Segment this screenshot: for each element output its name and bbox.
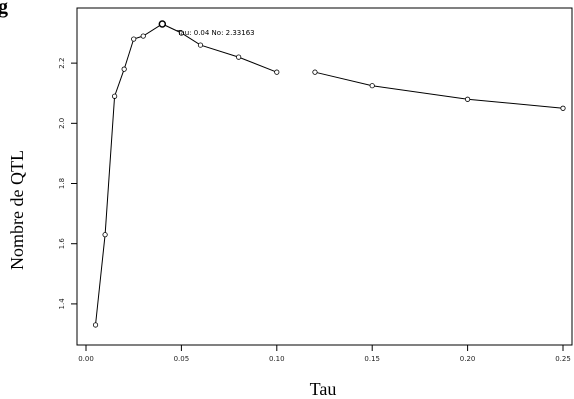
data-point [131,36,137,42]
data-points [92,20,566,328]
data-point [369,83,375,89]
data-point [121,66,127,72]
series-line [95,23,564,326]
y-tick-label: 1.8 [58,178,66,189]
data-point [197,42,204,48]
plot-frame [76,7,573,346]
x-axis-title: Tau [310,379,337,399]
x-tick-label: 0.10 [269,355,285,363]
data-point [464,96,471,102]
data-point [140,33,146,39]
data-point [560,105,566,111]
data-point [312,69,318,75]
data-point [274,69,280,75]
data-point [102,232,108,238]
x-tick-label: 0.15 [364,355,380,363]
data-point [236,54,242,60]
y-tick-label: 1.4 [58,298,66,310]
x-axis: 0.00 0.05 0.10 0.15 0.20 0.25 [78,345,571,363]
y-tick-label: 1.6 [58,238,66,250]
data-point [178,30,184,36]
y-tick-label: 2.2 [58,58,66,69]
y-axis: 1.4 1.6 1.8 2.0 2.2 [58,58,77,310]
annotation-label: Tau: 0.04 No: 2.33163 [176,29,254,37]
x-tick-label: 0.25 [555,355,571,363]
x-tick-label: 0.20 [460,355,476,363]
highlighted-point [158,20,167,28]
series-segment [314,71,564,109]
chart-title-fragment: g [0,0,8,18]
x-tick-label: 0.05 [174,355,190,363]
y-axis-title: Nombre de QTL [7,150,27,270]
x-tick-label: 0.00 [78,355,94,363]
data-point [92,322,99,328]
y-tick-label: 2.0 [58,118,66,129]
data-point [112,93,118,99]
